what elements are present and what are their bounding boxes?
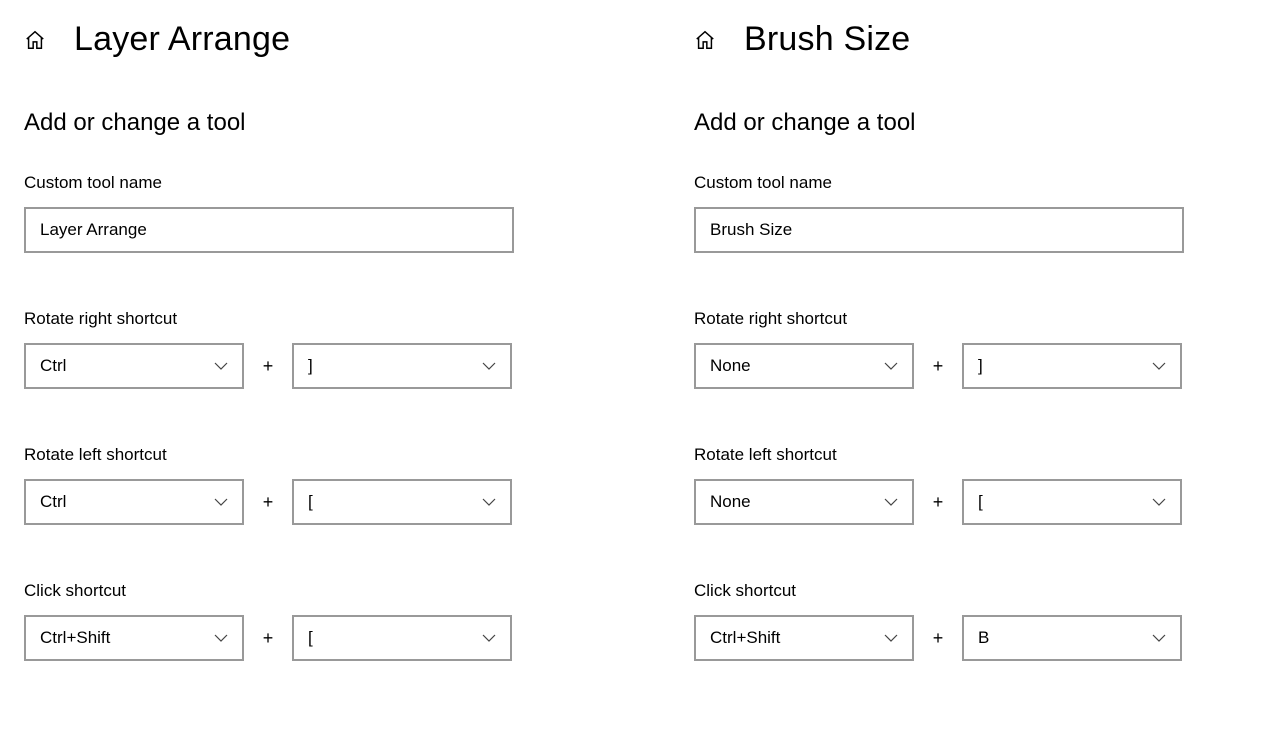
header: Layer Arrange <box>24 20 584 59</box>
page-title: Brush Size <box>744 20 910 59</box>
rotate-left-label: Rotate left shortcut <box>694 445 1254 465</box>
chevron-down-icon <box>1152 631 1166 645</box>
dropdown-value: None <box>710 492 884 512</box>
dropdown-value: B <box>978 628 1152 648</box>
header: Brush Size <box>694 20 1254 59</box>
chevron-down-icon <box>884 495 898 509</box>
chevron-down-icon <box>214 631 228 645</box>
rotate-right-modifier-dropdown[interactable]: None <box>694 343 914 389</box>
rotate-right-key-dropdown[interactable]: ] <box>962 343 1182 389</box>
tool-name-input[interactable] <box>694 207 1184 253</box>
rotate-left-modifier-dropdown[interactable]: Ctrl <box>24 479 244 525</box>
click-field: Click shortcut Ctrl+Shift + B <box>694 581 1254 661</box>
rotate-right-row: None + ] <box>694 343 1254 389</box>
tool-name-field: Custom tool name <box>24 173 584 253</box>
dropdown-value: [ <box>308 492 482 512</box>
chevron-down-icon <box>884 631 898 645</box>
click-label: Click shortcut <box>24 581 584 601</box>
rotate-left-key-dropdown[interactable]: [ <box>292 479 512 525</box>
chevron-down-icon <box>214 359 228 373</box>
rotate-right-field: Rotate right shortcut None + ] <box>694 309 1254 389</box>
rotate-left-label: Rotate left shortcut <box>24 445 584 465</box>
dropdown-value: [ <box>978 492 1152 512</box>
rotate-left-field: Rotate left shortcut Ctrl + [ <box>24 445 584 525</box>
chevron-down-icon <box>1152 359 1166 373</box>
rotate-right-modifier-dropdown[interactable]: Ctrl <box>24 343 244 389</box>
plus-separator: + <box>262 356 274 377</box>
rotate-right-label: Rotate right shortcut <box>694 309 1254 329</box>
dropdown-value: Ctrl+Shift <box>40 628 214 648</box>
rotate-left-row: Ctrl + [ <box>24 479 584 525</box>
rotate-left-field: Rotate left shortcut None + [ <box>694 445 1254 525</box>
dropdown-value: ] <box>308 356 482 376</box>
rotate-right-label: Rotate right shortcut <box>24 309 584 329</box>
plus-separator: + <box>262 492 274 513</box>
tool-name-field: Custom tool name <box>694 173 1254 253</box>
rotate-left-modifier-dropdown[interactable]: None <box>694 479 914 525</box>
section-title: Add or change a tool <box>694 109 1254 137</box>
rotate-left-key-dropdown[interactable]: [ <box>962 479 1182 525</box>
rotate-right-key-dropdown[interactable]: ] <box>292 343 512 389</box>
section-title: Add or change a tool <box>24 109 584 137</box>
click-modifier-dropdown[interactable]: Ctrl+Shift <box>24 615 244 661</box>
dropdown-value: Ctrl+Shift <box>710 628 884 648</box>
dropdown-value: ] <box>978 356 1152 376</box>
click-key-dropdown[interactable]: [ <box>292 615 512 661</box>
click-modifier-dropdown[interactable]: Ctrl+Shift <box>694 615 914 661</box>
plus-separator: + <box>262 628 274 649</box>
plus-separator: + <box>932 492 944 513</box>
home-icon[interactable] <box>694 29 716 51</box>
dropdown-value: Ctrl <box>40 492 214 512</box>
chevron-down-icon <box>482 359 496 373</box>
click-field: Click shortcut Ctrl+Shift + [ <box>24 581 584 661</box>
click-row: Ctrl+Shift + [ <box>24 615 584 661</box>
rotate-right-field: Rotate right shortcut Ctrl + ] <box>24 309 584 389</box>
click-key-dropdown[interactable]: B <box>962 615 1182 661</box>
chevron-down-icon <box>482 631 496 645</box>
panel-layer-arrange: Layer Arrange Add or change a tool Custo… <box>24 20 584 717</box>
chevron-down-icon <box>1152 495 1166 509</box>
tool-name-input[interactable] <box>24 207 514 253</box>
dropdown-value: Ctrl <box>40 356 214 376</box>
page-title: Layer Arrange <box>74 20 290 59</box>
chevron-down-icon <box>214 495 228 509</box>
plus-separator: + <box>932 628 944 649</box>
chevron-down-icon <box>884 359 898 373</box>
chevron-down-icon <box>482 495 496 509</box>
click-row: Ctrl+Shift + B <box>694 615 1254 661</box>
plus-separator: + <box>932 356 944 377</box>
tool-name-label: Custom tool name <box>24 173 584 193</box>
dropdown-value: None <box>710 356 884 376</box>
panel-brush-size: Brush Size Add or change a tool Custom t… <box>694 20 1254 717</box>
home-icon[interactable] <box>24 29 46 51</box>
rotate-right-row: Ctrl + ] <box>24 343 584 389</box>
rotate-left-row: None + [ <box>694 479 1254 525</box>
dropdown-value: [ <box>308 628 482 648</box>
tool-name-label: Custom tool name <box>694 173 1254 193</box>
click-label: Click shortcut <box>694 581 1254 601</box>
